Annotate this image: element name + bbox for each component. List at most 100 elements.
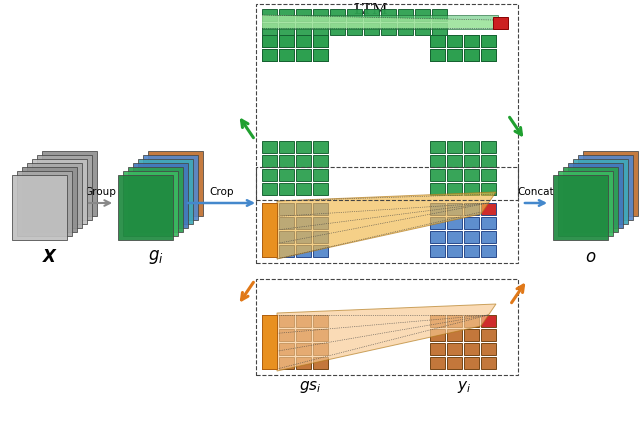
- Bar: [447, 49, 462, 61]
- Bar: [447, 183, 462, 195]
- Polygon shape: [277, 304, 496, 371]
- Bar: [279, 245, 294, 257]
- Bar: [313, 203, 328, 215]
- Polygon shape: [32, 159, 87, 224]
- Bar: [279, 315, 294, 327]
- Bar: [296, 231, 311, 243]
- Bar: [296, 35, 311, 47]
- Bar: [313, 23, 328, 35]
- Bar: [262, 203, 277, 257]
- Bar: [313, 315, 328, 327]
- Bar: [347, 9, 362, 21]
- Bar: [464, 49, 479, 61]
- Bar: [481, 183, 496, 195]
- Bar: [481, 315, 496, 327]
- Bar: [262, 35, 277, 47]
- Bar: [430, 49, 445, 61]
- Bar: [262, 9, 277, 21]
- Bar: [279, 49, 294, 61]
- Bar: [279, 357, 294, 369]
- Bar: [262, 315, 277, 369]
- Bar: [430, 35, 445, 47]
- Polygon shape: [42, 151, 97, 216]
- Bar: [296, 357, 311, 369]
- Bar: [481, 49, 496, 61]
- Bar: [430, 169, 445, 181]
- Bar: [279, 203, 294, 215]
- Bar: [330, 23, 345, 35]
- Bar: [447, 231, 462, 243]
- Bar: [464, 155, 479, 167]
- Bar: [430, 217, 445, 229]
- Polygon shape: [27, 163, 82, 228]
- Bar: [296, 245, 311, 257]
- Bar: [464, 183, 479, 195]
- Bar: [464, 217, 479, 229]
- Bar: [279, 169, 294, 181]
- Bar: [464, 315, 479, 327]
- Bar: [296, 183, 311, 195]
- Bar: [430, 343, 445, 355]
- Bar: [464, 357, 479, 369]
- Polygon shape: [133, 163, 188, 228]
- Bar: [279, 141, 294, 153]
- Bar: [262, 183, 277, 195]
- Bar: [430, 329, 445, 341]
- Polygon shape: [17, 171, 72, 236]
- Bar: [447, 329, 462, 341]
- Polygon shape: [148, 151, 203, 216]
- Bar: [296, 343, 311, 355]
- Bar: [481, 35, 496, 47]
- Bar: [481, 245, 496, 257]
- Bar: [430, 155, 445, 167]
- Bar: [279, 23, 294, 35]
- Bar: [415, 9, 430, 21]
- Bar: [447, 315, 462, 327]
- Bar: [279, 329, 294, 341]
- Bar: [279, 35, 294, 47]
- Bar: [313, 35, 328, 47]
- Polygon shape: [128, 167, 183, 232]
- Bar: [279, 231, 294, 243]
- Bar: [262, 49, 277, 61]
- Bar: [262, 245, 277, 257]
- Bar: [430, 357, 445, 369]
- Text: Group: Group: [84, 187, 116, 197]
- Bar: [313, 49, 328, 61]
- Bar: [262, 141, 277, 153]
- Bar: [381, 23, 396, 35]
- Bar: [464, 169, 479, 181]
- Bar: [364, 9, 379, 21]
- Bar: [481, 217, 496, 229]
- Bar: [430, 35, 445, 47]
- Bar: [313, 329, 328, 341]
- Polygon shape: [143, 155, 198, 220]
- Bar: [313, 357, 328, 369]
- Bar: [296, 23, 311, 35]
- Text: Concat: Concat: [518, 187, 554, 197]
- Bar: [262, 217, 277, 229]
- Polygon shape: [37, 155, 92, 220]
- Bar: [279, 343, 294, 355]
- Bar: [262, 315, 277, 327]
- Polygon shape: [573, 159, 628, 224]
- Bar: [447, 343, 462, 355]
- Bar: [296, 217, 311, 229]
- Bar: [279, 9, 294, 21]
- Bar: [447, 35, 462, 47]
- Bar: [481, 203, 496, 215]
- Bar: [481, 329, 496, 341]
- Bar: [464, 203, 479, 215]
- Bar: [313, 183, 328, 195]
- Bar: [464, 343, 479, 355]
- Bar: [262, 357, 277, 369]
- Bar: [481, 343, 496, 355]
- Text: Crop: Crop: [210, 187, 234, 197]
- Bar: [256, 4, 518, 200]
- Polygon shape: [138, 159, 193, 224]
- Bar: [296, 49, 311, 61]
- Bar: [262, 169, 277, 181]
- Bar: [432, 9, 447, 21]
- Bar: [464, 329, 479, 341]
- Polygon shape: [583, 151, 638, 216]
